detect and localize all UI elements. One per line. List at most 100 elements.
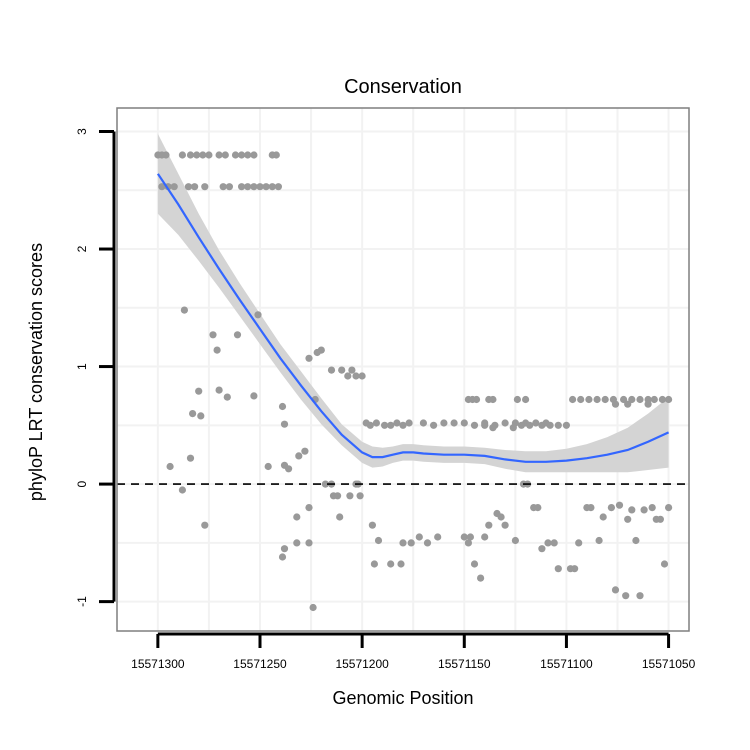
data-point xyxy=(517,421,526,429)
data-point xyxy=(317,346,325,354)
data-point xyxy=(636,592,644,600)
data-point xyxy=(481,533,489,541)
data-point xyxy=(346,492,354,500)
data-point xyxy=(293,513,301,521)
data-point xyxy=(440,419,448,427)
data-point xyxy=(595,536,603,545)
data-point xyxy=(223,393,231,401)
data-point xyxy=(648,504,656,512)
data-points xyxy=(154,151,673,612)
data-point xyxy=(278,553,287,561)
y-tick-label: 1 xyxy=(75,363,89,370)
data-point xyxy=(650,395,658,404)
data-point xyxy=(205,151,213,159)
data-point xyxy=(368,521,376,529)
data-point xyxy=(262,183,270,191)
data-point xyxy=(624,400,632,408)
data-point xyxy=(186,151,195,159)
data-point xyxy=(460,533,468,541)
data-point xyxy=(593,395,601,404)
data-point xyxy=(554,421,562,429)
data-point xyxy=(601,395,609,404)
data-point xyxy=(238,151,246,159)
data-point xyxy=(366,421,374,429)
data-point xyxy=(295,452,303,460)
data-point xyxy=(611,586,620,594)
data-point xyxy=(466,533,474,541)
data-point xyxy=(370,560,378,568)
data-point xyxy=(585,395,593,404)
panel-border xyxy=(116,107,690,632)
data-point xyxy=(348,366,356,374)
data-point xyxy=(562,421,571,429)
x-tick-label: 15571250 xyxy=(233,657,287,671)
data-point xyxy=(485,521,493,529)
data-point xyxy=(274,183,282,191)
data-point xyxy=(513,395,522,404)
data-point xyxy=(397,560,405,568)
data-point xyxy=(215,386,223,394)
data-point xyxy=(538,545,546,553)
data-point xyxy=(193,151,201,159)
data-point xyxy=(554,565,562,573)
data-point xyxy=(393,419,401,427)
data-point xyxy=(158,183,166,191)
x-axis: 15571300 15571250 15571200 15571150 15571100… xyxy=(131,632,696,671)
data-point xyxy=(607,504,616,512)
data-point xyxy=(301,447,309,455)
data-point xyxy=(244,151,252,159)
data-point xyxy=(178,151,186,159)
data-point xyxy=(250,392,258,400)
data-point xyxy=(170,183,178,191)
data-point xyxy=(599,513,607,521)
data-point xyxy=(250,151,258,159)
y-axis: -1 0 1 2 3 xyxy=(75,128,116,607)
data-point xyxy=(464,539,472,547)
data-point xyxy=(399,539,407,547)
data-point xyxy=(221,151,229,159)
data-point xyxy=(213,346,221,354)
data-point xyxy=(244,183,252,191)
data-point xyxy=(195,387,203,395)
data-point xyxy=(215,151,223,159)
data-point xyxy=(489,424,497,432)
data-point xyxy=(254,311,262,319)
data-point xyxy=(280,545,289,553)
data-point xyxy=(419,419,427,427)
data-point xyxy=(620,395,628,404)
data-point xyxy=(166,462,174,471)
data-point xyxy=(189,410,197,418)
data-point xyxy=(233,331,242,339)
data-point xyxy=(636,395,644,404)
data-point xyxy=(321,480,329,488)
data-point xyxy=(285,465,293,473)
data-point xyxy=(460,419,468,427)
data-point xyxy=(268,183,276,191)
data-point xyxy=(374,536,383,545)
chart-title: Conservation xyxy=(344,76,462,98)
data-point xyxy=(423,539,432,547)
data-point xyxy=(250,183,258,191)
data-point xyxy=(501,419,509,427)
data-point xyxy=(278,402,287,411)
data-point xyxy=(640,506,648,514)
loess-fit-line xyxy=(156,173,670,463)
data-point xyxy=(305,354,313,362)
data-point xyxy=(628,395,636,404)
data-point xyxy=(372,419,380,427)
data-point xyxy=(219,183,227,191)
data-point xyxy=(162,151,170,159)
data-point xyxy=(571,565,579,573)
data-point xyxy=(197,412,205,420)
data-point xyxy=(191,183,199,191)
data-point xyxy=(534,504,542,512)
confidence-ribbon xyxy=(157,133,669,473)
x-tick-label: 15571050 xyxy=(642,657,696,671)
data-point xyxy=(477,574,485,582)
data-point xyxy=(611,400,620,408)
data-point xyxy=(338,366,346,374)
data-point xyxy=(656,515,665,523)
x-tick-label: 15571150 xyxy=(438,657,491,671)
y-tick-label: 0 xyxy=(75,480,89,487)
data-point xyxy=(538,421,546,429)
